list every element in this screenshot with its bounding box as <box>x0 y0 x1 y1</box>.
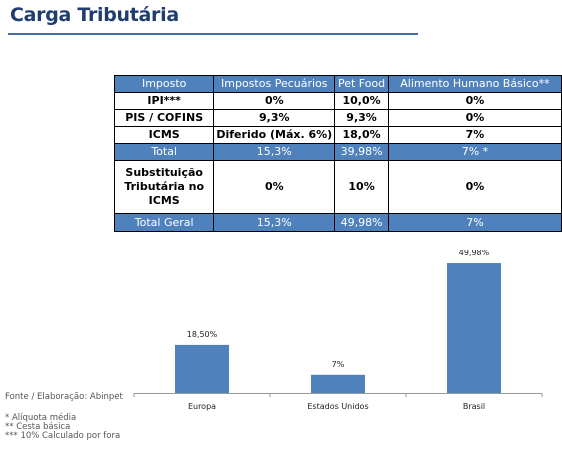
title-underline <box>8 33 418 35</box>
table-cell: 9,3% <box>213 109 336 127</box>
table-row-pis-cofins: PIS / COFINS 9,3% 9,3% 0% <box>113 109 562 127</box>
x-tick-label: Europa <box>188 402 216 411</box>
data-label: 18,50% <box>187 330 218 339</box>
x-tick-label: Brasil <box>463 402 485 411</box>
table-row-ipi: IPI*** 0% 10,0% 0% <box>113 92 562 110</box>
table-cell: 18,0% <box>334 126 389 144</box>
source-note: Fonte / Elaboração: Abinpet <box>5 392 123 402</box>
table-cell: 0% <box>387 109 562 127</box>
bar-brasil <box>447 263 501 393</box>
bar-chart: 18,50% Europa 7% Estados Unidos 49,98% Brasil <box>133 250 543 411</box>
x-tick-label: Estados Unidos <box>307 402 368 411</box>
table-cell: Total <box>113 143 215 161</box>
page-title: Carga Tributária <box>10 4 179 26</box>
table-cell: 0% <box>387 160 562 214</box>
data-label: 49,98% <box>459 250 490 257</box>
table-cell: 7% * <box>387 143 562 161</box>
header-imposto: Imposto <box>113 75 215 93</box>
table-cell: PIS / COFINS <box>113 109 215 127</box>
table-cell: 0% <box>387 92 562 110</box>
data-label: 7% <box>332 360 345 369</box>
table-row-icms: ICMS Diferido (Máx. 6%) 18,0% 7% <box>113 126 562 144</box>
footnote-ipi: *** 10% Calculado por fora <box>5 431 121 441</box>
header-pet-food: Pet Food <box>334 75 389 93</box>
table-cell: 15,3% <box>213 143 336 161</box>
table-row-substituicao: Substituição Tributária no ICMS 0% 10% 0… <box>113 160 562 214</box>
table-row-total: Total 15,3% 39,98% 7% * <box>113 143 562 161</box>
table-cell: 10,0% <box>334 92 389 110</box>
footnote-cesta: ** Cesta básica <box>5 422 71 432</box>
table-cell: 49,98% <box>334 213 389 232</box>
table-cell: 39,98% <box>334 143 389 161</box>
table-cell: 15,3% <box>213 213 336 232</box>
table-cell: Total Geral <box>113 213 215 232</box>
table-cell: 9,3% <box>334 109 389 127</box>
table-cell: 10% <box>334 160 389 214</box>
table-cell: IPI*** <box>113 92 215 110</box>
footnote-aliquota: * Alíquota média <box>5 413 77 423</box>
bar-europa <box>175 344 229 393</box>
table-cell: 0% <box>213 92 336 110</box>
bar-estados-unidos <box>311 374 365 393</box>
header-alimento-humano: Alimento Humano Básico** <box>387 75 562 93</box>
tax-table: Imposto Impostos Pecuários Pet Food Alim… <box>113 75 562 232</box>
table-cell: Diferido (Máx. 6%) <box>213 126 336 144</box>
table-cell: ICMS <box>113 126 215 144</box>
table-cell: 7% <box>387 213 562 232</box>
table-header-row: Imposto Impostos Pecuários Pet Food Alim… <box>113 75 562 93</box>
table-cell: Substituição Tributária no ICMS <box>113 160 215 214</box>
table-cell: 0% <box>213 160 336 214</box>
table-cell: 7% <box>387 126 562 144</box>
header-impostos-pecuarios: Impostos Pecuários <box>213 75 336 93</box>
table-row-total-geral: Total Geral 15,3% 49,98% 7% <box>113 213 562 232</box>
